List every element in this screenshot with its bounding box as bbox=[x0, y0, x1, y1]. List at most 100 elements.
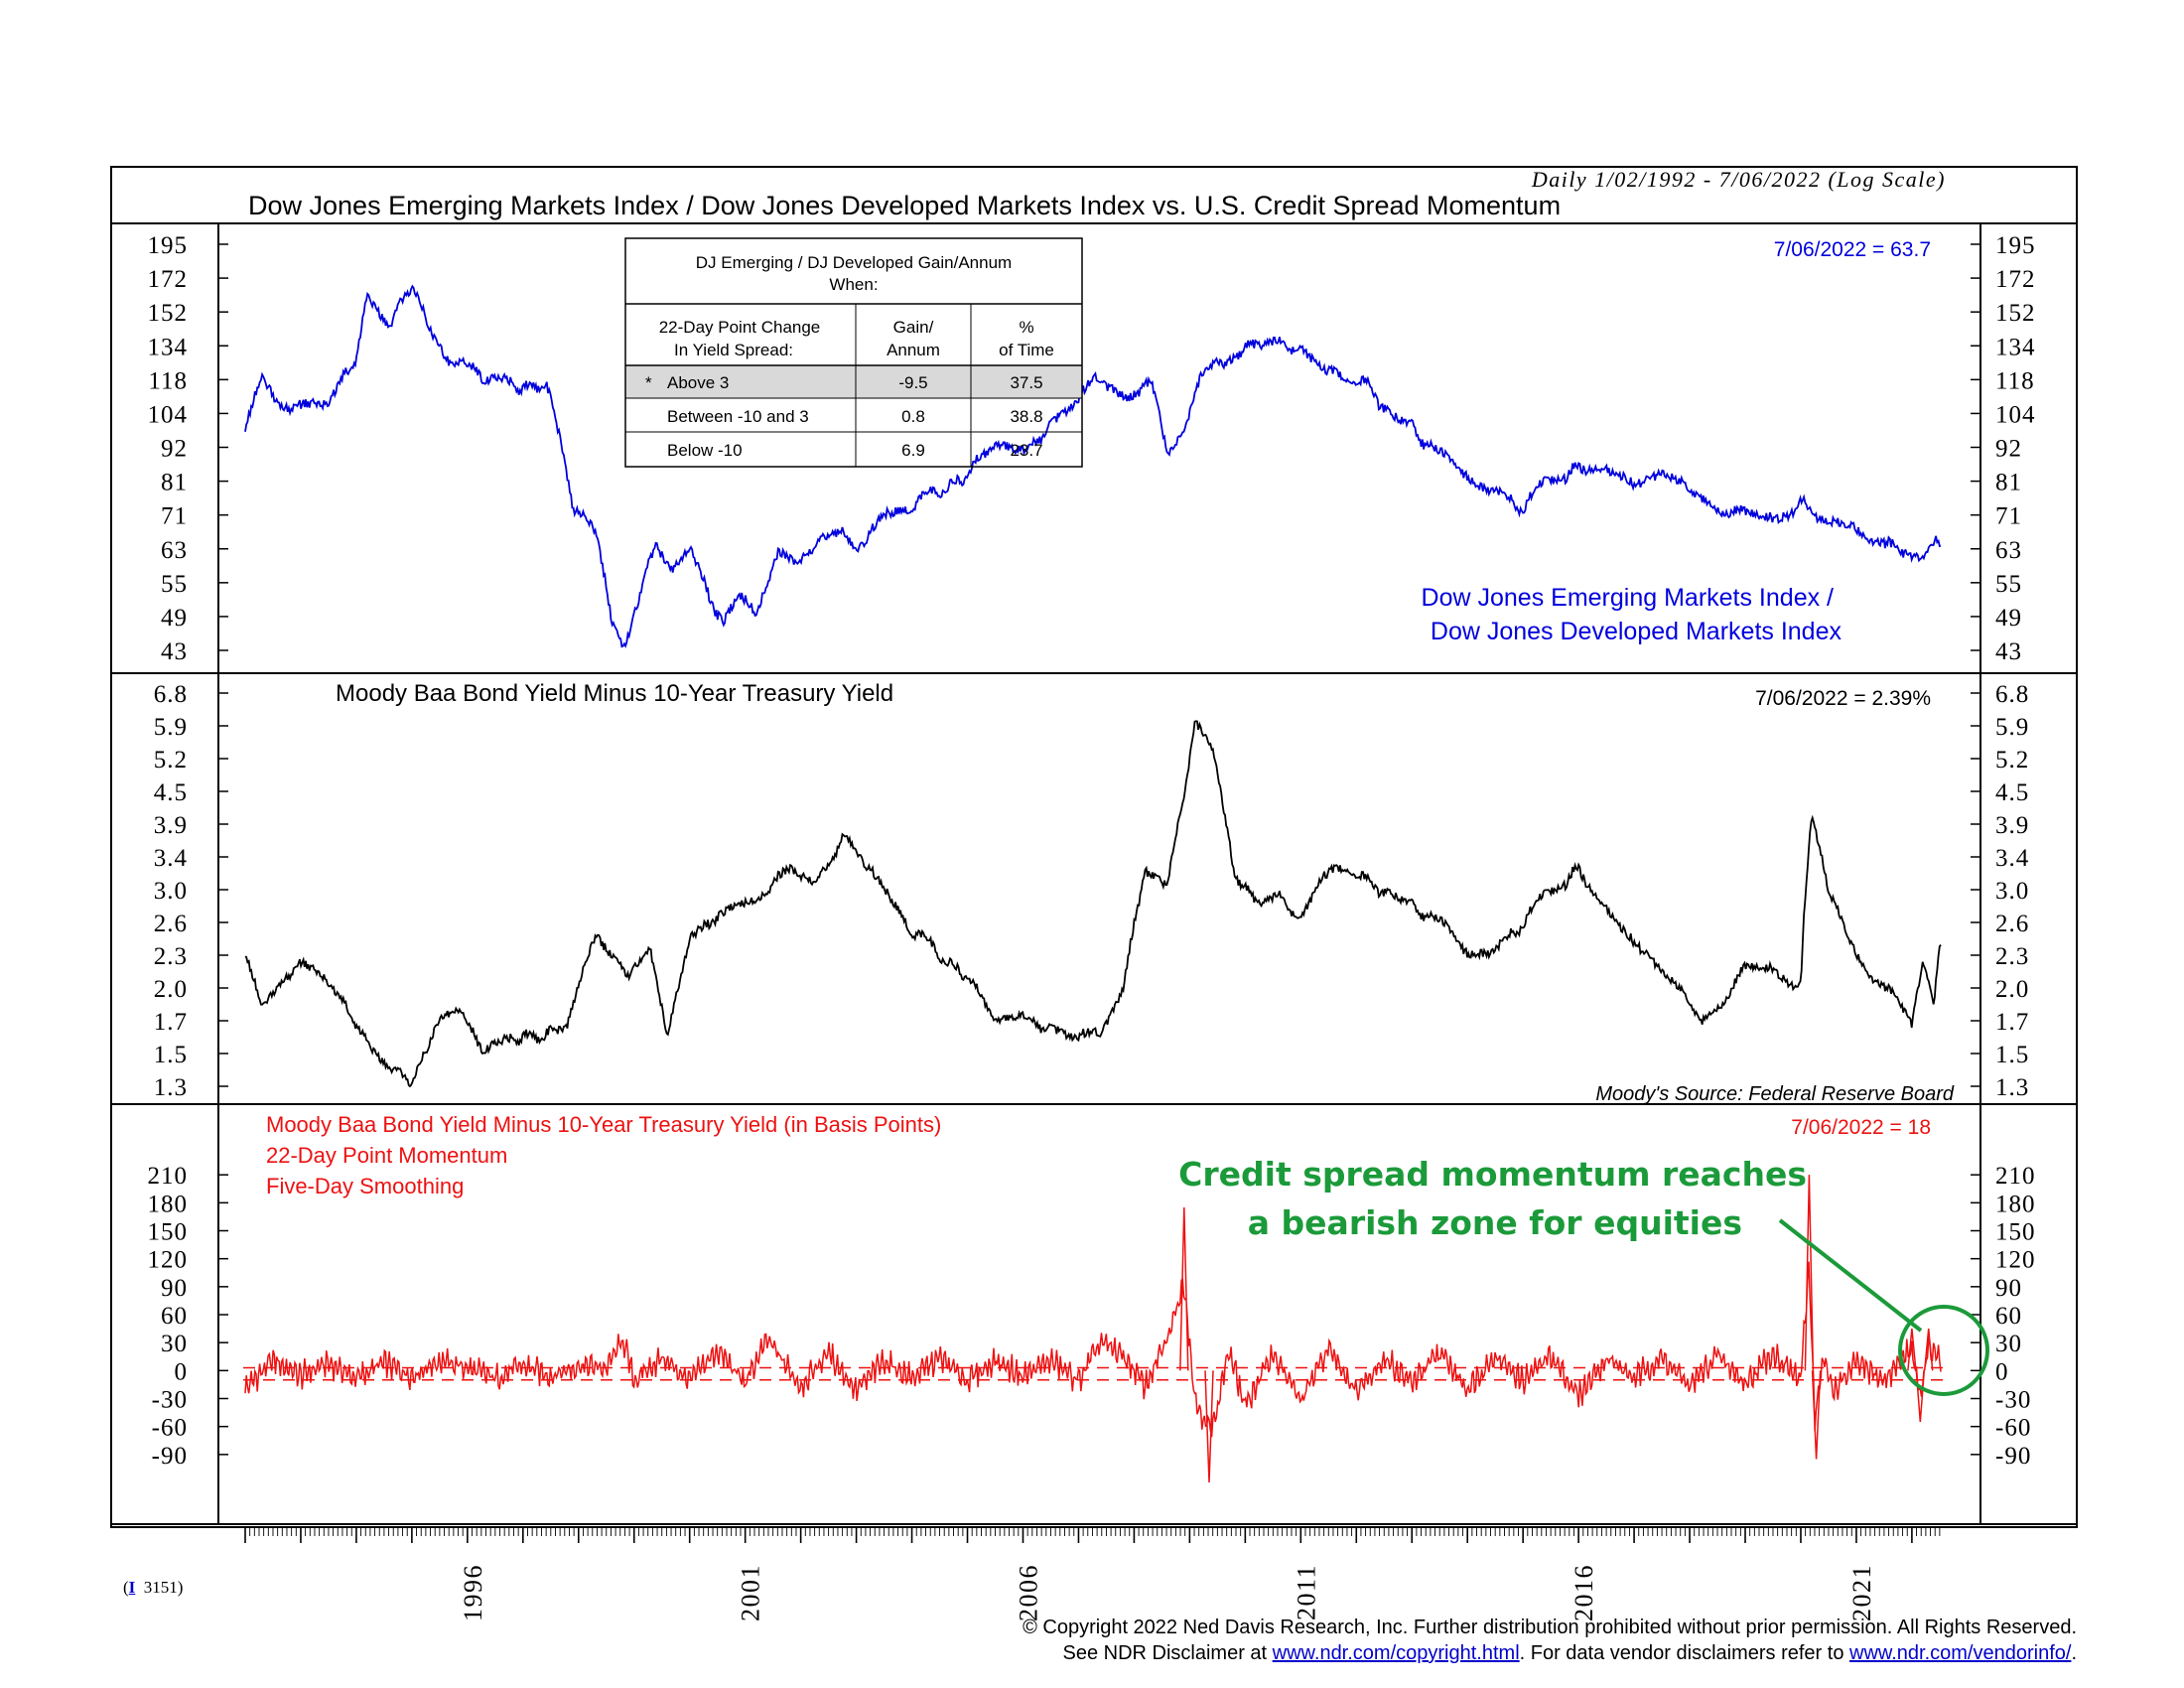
x-tick-label: 2021 bbox=[1847, 1564, 1876, 1621]
data-point bbox=[1800, 987, 1802, 989]
data-point bbox=[995, 1351, 997, 1353]
data-point bbox=[1128, 397, 1130, 399]
data-point bbox=[844, 836, 846, 838]
data-point bbox=[1211, 748, 1213, 750]
data-point bbox=[1166, 889, 1168, 891]
y-tick-label-left: 60 bbox=[161, 1303, 188, 1330]
table-cell-pct: 37.5 bbox=[1010, 373, 1042, 392]
chart-frame bbox=[110, 166, 2078, 1528]
data-point bbox=[1411, 1393, 1413, 1395]
y-tick-label-left: 49 bbox=[161, 605, 188, 632]
data-point bbox=[1911, 1020, 1913, 1022]
y-tick-label-right: 2.0 bbox=[1995, 976, 2029, 1003]
y-tick-label-left: 134 bbox=[148, 334, 189, 360]
data-point bbox=[661, 1346, 663, 1348]
data-point bbox=[1344, 374, 1346, 376]
data-point bbox=[606, 1365, 608, 1367]
data-point bbox=[1477, 487, 1479, 489]
disclaimer-post: . bbox=[2071, 1642, 2077, 1664]
table-border bbox=[624, 237, 1083, 468]
series-layer bbox=[243, 284, 1948, 1483]
copyright-line: © Copyright 2022 Ned Davis Research, Inc… bbox=[1023, 1617, 2077, 1639]
data-point bbox=[611, 621, 613, 623]
y-tick-label-left: 118 bbox=[148, 367, 188, 394]
y-tick-label-right: 2.3 bbox=[1995, 943, 2029, 970]
data-point bbox=[967, 976, 969, 978]
table-cell-pct: 23.7 bbox=[1010, 441, 1042, 460]
data-point bbox=[244, 423, 246, 425]
data-point bbox=[572, 507, 574, 509]
chart-code-link[interactable]: I bbox=[128, 1578, 136, 1597]
table-cell-pct: 38.8 bbox=[1010, 407, 1042, 426]
data-point bbox=[1772, 1337, 1774, 1339]
y-tick-label-right: 118 bbox=[1995, 367, 2035, 394]
data-point bbox=[1222, 359, 1224, 361]
top-latest-label: 7/06/2022 = 63.7 bbox=[1774, 238, 1931, 261]
data-point bbox=[788, 872, 790, 874]
data-point bbox=[595, 526, 597, 528]
vendorinfo-link[interactable]: www.ndr.com/vendorinfo/ bbox=[1849, 1642, 2072, 1664]
y-tick-label-right: 6.8 bbox=[1995, 681, 2029, 708]
annotation-circle bbox=[1898, 1305, 1989, 1396]
data-point bbox=[1183, 795, 1185, 797]
data-point bbox=[1050, 423, 1052, 425]
data-point bbox=[578, 1360, 580, 1362]
data-point bbox=[1577, 1416, 1579, 1418]
y-tick-label-right: 81 bbox=[1995, 470, 2022, 496]
data-point bbox=[467, 367, 469, 369]
y-tick-label-right: 3.4 bbox=[1995, 845, 2029, 872]
data-point bbox=[1200, 372, 1202, 374]
y-tick-label-right: 3.0 bbox=[1995, 878, 2029, 905]
data-point bbox=[816, 880, 818, 882]
data-point bbox=[355, 352, 357, 354]
y-tick-label-left: 4.5 bbox=[154, 779, 188, 806]
y-tick-label-right: 63 bbox=[1995, 537, 2022, 564]
x-tick-label: 2001 bbox=[737, 1564, 765, 1621]
table-title: DJ Emerging / DJ Developed Gain/Annum bbox=[696, 253, 1012, 272]
data-point bbox=[1411, 426, 1413, 428]
data-point bbox=[1577, 872, 1579, 874]
data-point bbox=[622, 1314, 624, 1316]
data-point bbox=[344, 1003, 346, 1005]
y-tick-label-left: 120 bbox=[148, 1247, 189, 1274]
table-cell-gain: 6.9 bbox=[901, 441, 925, 460]
top-legend-line2: Dow Jones Developed Markets Index bbox=[1431, 618, 1843, 645]
data-point bbox=[745, 905, 747, 907]
data-point bbox=[666, 1036, 668, 1038]
data-point bbox=[1389, 418, 1391, 420]
data-point bbox=[1855, 526, 1857, 528]
data-point bbox=[1650, 954, 1652, 956]
table-col-header: of Time bbox=[999, 341, 1054, 359]
y-tick-label-left: 5.9 bbox=[154, 714, 188, 741]
y-tick-label-left: 55 bbox=[161, 571, 188, 598]
data-point bbox=[1455, 468, 1457, 470]
y-tick-label-left: 2.3 bbox=[154, 943, 188, 970]
y-tick-label-left: 210 bbox=[148, 1163, 189, 1190]
data-point bbox=[1605, 1346, 1607, 1348]
y-tick-label-left: 150 bbox=[148, 1219, 189, 1246]
table-cell-label: Below -10 bbox=[667, 441, 743, 460]
middle-panel-title: Moody Baa Bond Yield Minus 10-Year Treas… bbox=[336, 680, 893, 707]
copyright-text: © Copyright 2022 Ned Davis Research, Inc… bbox=[1023, 1617, 2077, 1638]
copyright-link[interactable]: www.ndr.com/copyright.html bbox=[1272, 1642, 1520, 1664]
data-point bbox=[244, 948, 246, 950]
bottom-legend-line: 22-Day Point Momentum bbox=[266, 1143, 507, 1168]
data-point bbox=[777, 556, 779, 558]
y-tick-label-left: 6.8 bbox=[154, 681, 188, 708]
data-point bbox=[1383, 1346, 1385, 1348]
y-tick-label-right: 5.9 bbox=[1995, 714, 2029, 741]
data-point bbox=[1023, 1014, 1024, 1016]
data-point bbox=[828, 1337, 830, 1339]
y-tick-label-right: 180 bbox=[1995, 1191, 2036, 1217]
data-point bbox=[867, 864, 869, 866]
data-point bbox=[1828, 518, 1830, 520]
data-point bbox=[499, 1044, 501, 1046]
data-point bbox=[1633, 484, 1635, 486]
data-point bbox=[439, 1351, 441, 1353]
data-point bbox=[794, 564, 796, 566]
data-point bbox=[1050, 1351, 1052, 1353]
annotation-line1: Credit spread momentum reaches bbox=[1178, 1155, 1807, 1194]
x-tick-label: 2011 bbox=[1292, 1564, 1320, 1620]
data-point bbox=[1411, 905, 1413, 907]
y-tick-label-right: 120 bbox=[1995, 1247, 2036, 1274]
